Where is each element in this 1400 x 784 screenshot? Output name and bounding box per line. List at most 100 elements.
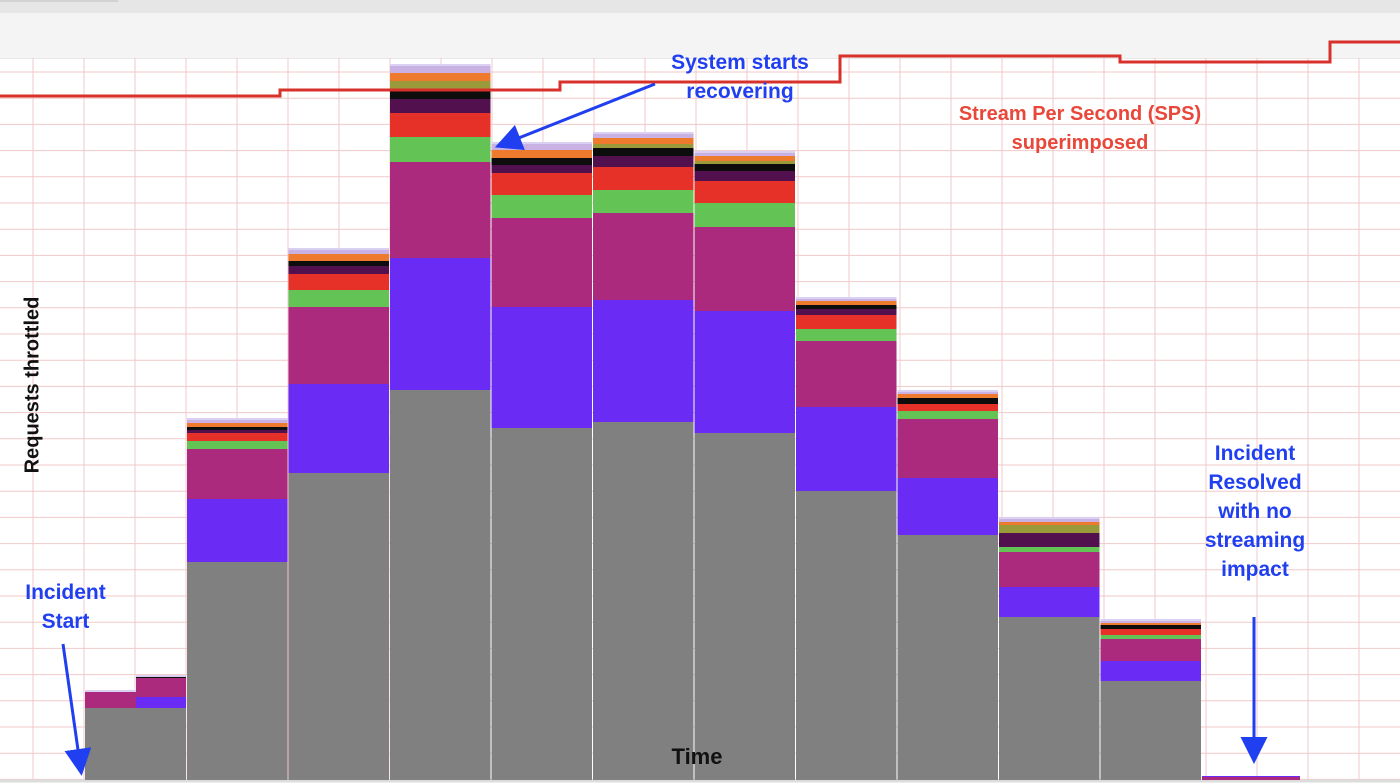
bar-segment [593, 144, 694, 148]
bar-segment [288, 290, 389, 307]
bar-segment [1100, 681, 1201, 780]
y-axis-label: Requests throttled [21, 296, 44, 474]
bar-segment [999, 522, 1100, 525]
bar-segment [491, 144, 592, 150]
bar-segment [694, 171, 795, 181]
bar-segment [1100, 661, 1201, 681]
bar-segment [694, 227, 795, 311]
bar-top-edge [187, 418, 288, 420]
bar-segment [288, 307, 389, 384]
bar-segment [593, 422, 694, 780]
bar-segment [390, 113, 491, 137]
bar-segment [491, 173, 592, 195]
bar-segment [390, 66, 491, 73]
bar-segment [136, 678, 186, 697]
bar-segment [1100, 625, 1201, 629]
bar-segment [897, 398, 998, 404]
bar-segment [187, 562, 288, 780]
bar-segment [390, 89, 491, 99]
annotation-arrows [61, 82, 1268, 776]
bar-segment [796, 407, 897, 491]
bar-segment [593, 167, 694, 190]
bar-top-edge [390, 64, 491, 66]
bar-segment [694, 203, 795, 227]
annotation-sps-superimposed: Stream Per Second (SPS) superimposed [958, 103, 1202, 154]
arrow-incident-start [61, 643, 92, 776]
bar-segment [390, 73, 491, 81]
bar-segment [1100, 629, 1201, 635]
bar-segment [288, 254, 389, 261]
bar-segment [796, 299, 897, 301]
bar-segment [288, 250, 389, 254]
bar-segment [491, 218, 592, 307]
sps-line [0, 40, 1400, 98]
bar-segment [999, 547, 1100, 552]
bar-segment [593, 156, 694, 167]
bar-segment [593, 148, 694, 156]
bar-segment [390, 137, 491, 162]
arrow-system-recovering [494, 82, 656, 151]
annotation-incident-resolved: Incident Resolved with no streaming impa… [1204, 442, 1306, 581]
chart-header-band [0, 13, 1400, 59]
bar-segment [288, 473, 389, 780]
bar-top-edge [897, 390, 998, 392]
bar-segment [999, 617, 1100, 780]
bar-segment [694, 161, 795, 164]
bar-segment [390, 162, 491, 258]
bar-segment [694, 433, 795, 780]
bar-segment [1100, 639, 1201, 661]
bar-segment [593, 138, 694, 144]
bar-segment [694, 311, 795, 433]
bar-segment [85, 708, 136, 780]
bar-segment [187, 449, 288, 499]
bar-segment [390, 99, 491, 113]
bar-top-edge [1100, 619, 1201, 621]
bar-top-edge [136, 675, 186, 677]
bar-segment [288, 261, 389, 266]
bar-segment-residual [1202, 777, 1300, 780]
bar-segment [491, 428, 592, 780]
bar-segment [136, 697, 186, 708]
bar-segment [796, 341, 897, 407]
bar-segment [390, 81, 491, 89]
bar-segment [390, 258, 491, 390]
bar-segment [897, 411, 998, 419]
bar-segment [897, 394, 998, 398]
bar-segment [1100, 621, 1201, 623]
bar-segment [491, 158, 592, 165]
bar-segment [593, 300, 694, 422]
bar-segment [999, 552, 1100, 587]
bar-segment [796, 305, 897, 309]
bar-segment [491, 150, 592, 158]
bar-segment [694, 164, 795, 171]
bar-segment [694, 153, 795, 156]
bar-segment [85, 692, 136, 708]
bar-segment [897, 478, 998, 535]
bar-segment [897, 419, 998, 478]
bar-top-edge [694, 151, 795, 153]
bar-segment [187, 441, 288, 449]
bar-segment [796, 329, 897, 341]
bar-segment [999, 519, 1100, 522]
bar-segment [136, 708, 186, 780]
bar-top-edge [999, 517, 1100, 519]
bar-segment [1100, 623, 1201, 625]
bar-segment [897, 535, 998, 780]
bar-segment [491, 307, 592, 428]
bar-segment [491, 195, 592, 218]
bar-segment [694, 181, 795, 203]
bar-segment [999, 525, 1100, 533]
bar-segment [288, 274, 389, 290]
bar-segment [999, 533, 1100, 547]
annotation-incident-start: Incident Start [25, 581, 106, 633]
bar-segment-residual [1202, 776, 1300, 777]
bar-segment [593, 134, 694, 138]
bar-segment [187, 433, 288, 441]
bar-segment [187, 423, 288, 427]
bar-segment [187, 420, 288, 423]
bar-top-edge [593, 132, 694, 134]
window-top-bar [0, 0, 1400, 13]
bar-segment [136, 677, 186, 678]
